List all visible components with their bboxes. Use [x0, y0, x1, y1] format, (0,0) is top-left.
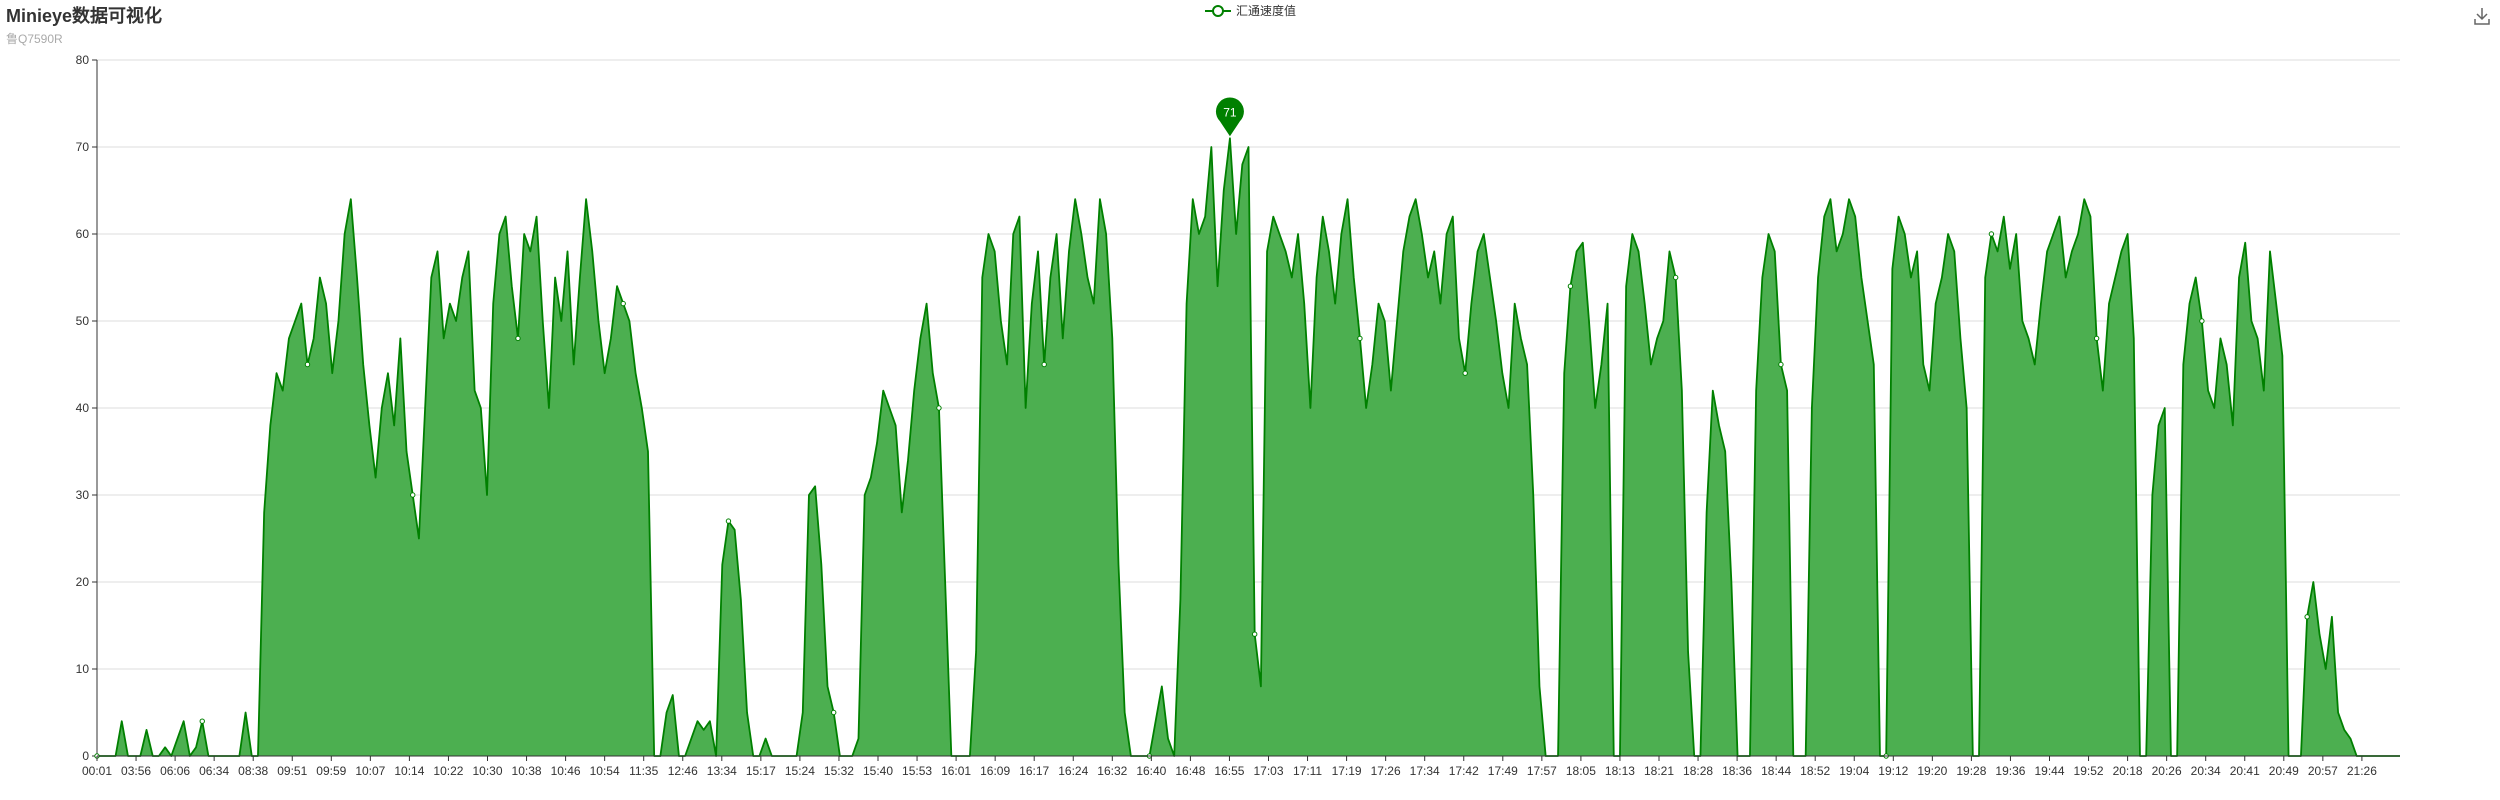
- data-point[interactable]: [1778, 361, 1784, 368]
- x-tick-label: 19:04: [1839, 764, 1869, 778]
- data-point[interactable]: [936, 405, 942, 411]
- data-point[interactable]: [1357, 335, 1363, 342]
- data-point[interactable]: [725, 518, 732, 524]
- data-point[interactable]: [2304, 614, 2310, 620]
- data-point[interactable]: [1251, 631, 1258, 637]
- x-tick-label: 21:26: [2347, 764, 2377, 778]
- x-tick-label: 16:40: [1136, 764, 1166, 778]
- y-tick-label: 80: [76, 53, 90, 67]
- x-tick-label: 09:59: [316, 764, 346, 778]
- x-tick-label: 10:22: [433, 764, 463, 778]
- data-point[interactable]: [1041, 361, 1047, 368]
- x-tick-label: 19:28: [1956, 764, 1986, 778]
- x-tick-label: 18:05: [1566, 764, 1596, 778]
- download-icon[interactable]: [2472, 6, 2492, 26]
- x-tick-label: 10:38: [512, 764, 542, 778]
- x-tick-label: 17:57: [1527, 764, 1557, 778]
- x-tick-label: 18:36: [1722, 764, 1752, 778]
- x-tick-label: 20:26: [2152, 764, 2182, 778]
- x-tick-label: 17:03: [1253, 764, 1283, 778]
- x-tick-label: 06:34: [199, 764, 229, 778]
- x-tick-label: 06:06: [160, 764, 190, 778]
- y-tick-label: 0: [82, 749, 89, 763]
- legend-label: 汇通速度值: [1236, 4, 1297, 18]
- x-tick-label: 19:20: [1917, 764, 1947, 778]
- x-tick-label: 17:34: [1410, 764, 1440, 778]
- x-tick-label: 16:17: [1019, 764, 1049, 778]
- x-tick-label: 10:46: [551, 764, 581, 778]
- data-point[interactable]: [304, 361, 311, 368]
- x-tick-label: 18:21: [1644, 764, 1674, 778]
- x-tick-label: 15:40: [863, 764, 893, 778]
- x-tick-label: 18:52: [1800, 764, 1830, 778]
- x-tick-label: 20:49: [2269, 764, 2299, 778]
- data-point[interactable]: [1988, 231, 1995, 237]
- x-tick-label: 12:46: [668, 764, 698, 778]
- y-tick-label: 60: [76, 227, 90, 241]
- data-point[interactable]: [1567, 283, 1574, 289]
- y-tick-label: 10: [76, 662, 90, 676]
- y-tick-label: 70: [76, 140, 90, 154]
- x-tick-label: 16:32: [1097, 764, 1127, 778]
- y-tick-label: 30: [76, 488, 90, 502]
- legend-line-circle-icon: [1205, 4, 1231, 17]
- data-point[interactable]: [2093, 335, 2100, 342]
- data-point[interactable]: [199, 718, 205, 724]
- x-tick-label: 18:44: [1761, 764, 1791, 778]
- data-point[interactable]: [620, 300, 626, 307]
- data-point[interactable]: [831, 709, 837, 716]
- x-tick-label: 18:28: [1683, 764, 1713, 778]
- x-tick-label: 19:52: [2074, 764, 2104, 778]
- x-tick-label: 13:34: [707, 764, 737, 778]
- x-tick-label: 19:36: [1995, 764, 2025, 778]
- data-point[interactable]: [1672, 274, 1679, 281]
- x-tick-label: 19:12: [1878, 764, 1908, 778]
- x-tick-label: 15:24: [785, 764, 815, 778]
- x-tick-label: 17:49: [1488, 764, 1518, 778]
- legend[interactable]: 汇通速度值: [1205, 2, 1296, 19]
- x-tick-label: 19:44: [2034, 764, 2064, 778]
- max-marker-label: 71: [1223, 105, 1237, 119]
- x-tick-label: 00:01: [82, 764, 112, 778]
- chart-title: Minieye数据可视化: [6, 6, 163, 26]
- x-tick-label: 17:42: [1449, 764, 1479, 778]
- series-line: [97, 137, 2400, 757]
- max-marker-pin[interactable]: [1215, 97, 1244, 137]
- x-tick-label: 15:17: [746, 764, 776, 778]
- x-tick-label: 15:32: [824, 764, 854, 778]
- x-tick-label: 16:01: [941, 764, 971, 778]
- data-point[interactable]: [515, 335, 521, 342]
- x-tick-label: 16:09: [980, 764, 1010, 778]
- x-tick-label: 10:30: [472, 764, 502, 778]
- x-tick-label: 16:48: [1175, 764, 1205, 778]
- data-point[interactable]: [410, 492, 416, 498]
- y-tick-label: 40: [76, 401, 90, 415]
- y-tick-label: 20: [76, 575, 90, 589]
- x-tick-label: 20:41: [2230, 764, 2260, 778]
- x-tick-label: 03:56: [121, 764, 151, 778]
- series-area: [97, 138, 2400, 757]
- x-tick-label: 17:11: [1293, 764, 1322, 778]
- x-tick-label: 16:24: [1058, 764, 1088, 778]
- chart-subtitle: 鲁Q7590R: [6, 32, 63, 46]
- x-tick-label: 20:18: [2113, 764, 2143, 778]
- x-tick-label: 09:51: [277, 764, 307, 778]
- x-tick-label: 15:53: [902, 764, 932, 778]
- x-tick-label: 10:54: [590, 764, 620, 778]
- x-tick-label: 08:38: [238, 764, 268, 778]
- y-tick-label: 50: [76, 314, 90, 328]
- x-tick-label: 10:14: [394, 764, 424, 778]
- x-tick-label: 18:13: [1605, 764, 1635, 778]
- data-point[interactable]: [1462, 370, 1468, 376]
- x-tick-label: 20:34: [2191, 764, 2221, 778]
- x-tick-label: 17:26: [1371, 764, 1401, 778]
- x-tick-label: 10:07: [355, 764, 385, 778]
- x-tick-label: 17:19: [1332, 764, 1362, 778]
- data-point[interactable]: [2199, 318, 2205, 324]
- x-tick-label: 11:35: [629, 764, 658, 778]
- x-tick-label: 16:55: [1214, 764, 1244, 778]
- x-tick-label: 20:57: [2308, 764, 2338, 778]
